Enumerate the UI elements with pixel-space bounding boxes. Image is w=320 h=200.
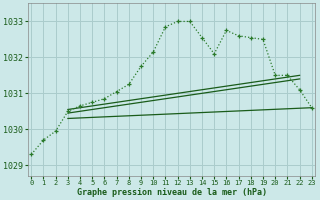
X-axis label: Graphe pression niveau de la mer (hPa): Graphe pression niveau de la mer (hPa) bbox=[76, 188, 267, 197]
